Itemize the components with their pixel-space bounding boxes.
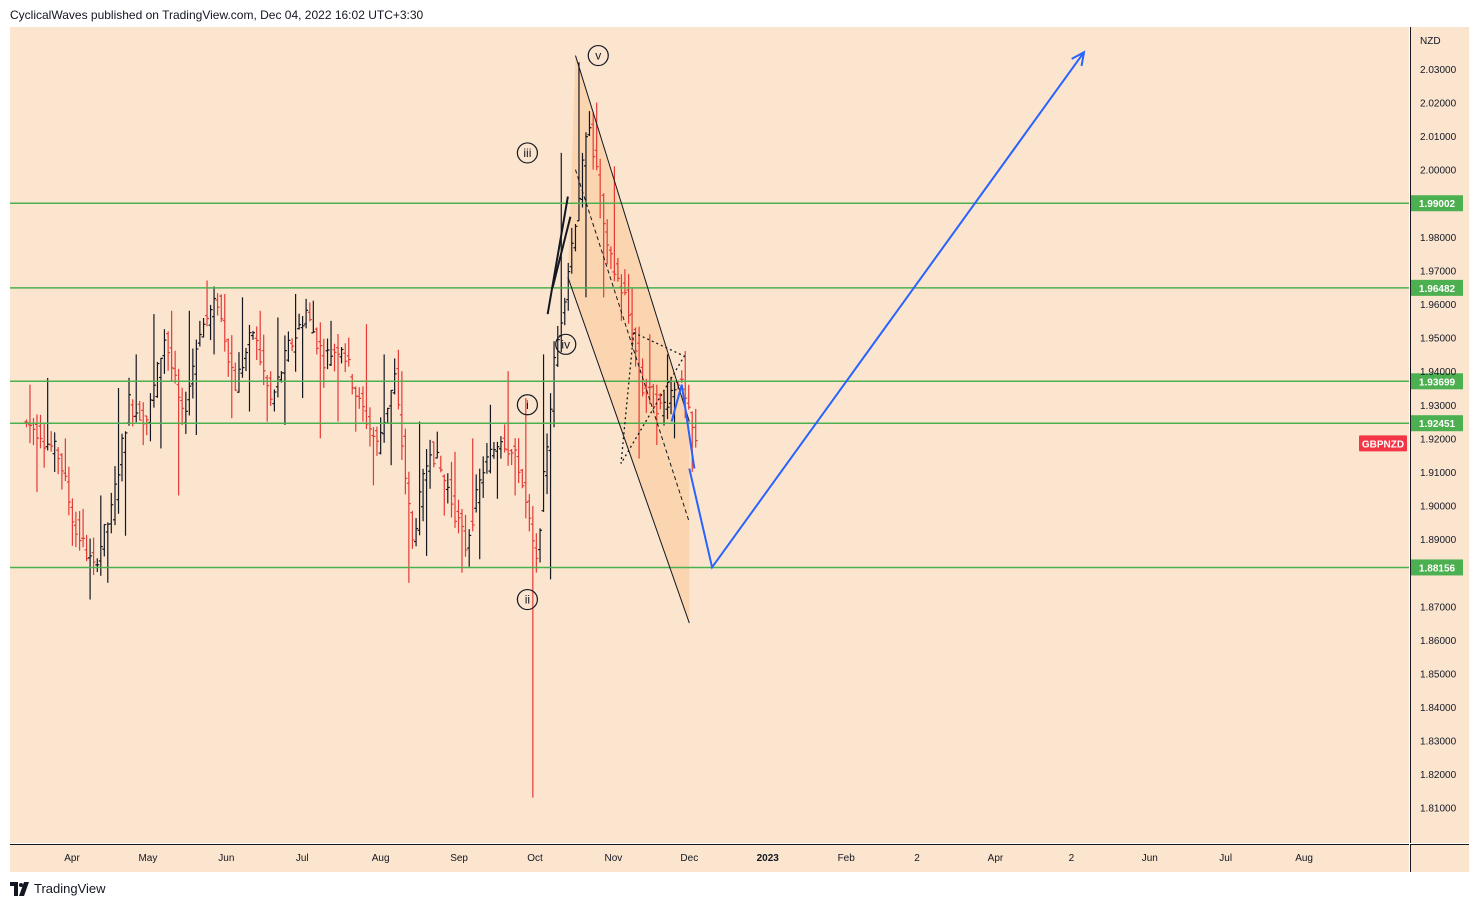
time-axis[interactable] bbox=[10, 844, 1409, 872]
publication-header: CyclicalWaves published on TradingView.c… bbox=[10, 8, 424, 22]
axis-corner bbox=[1410, 844, 1469, 872]
price-axis[interactable] bbox=[1410, 27, 1469, 843]
footer: TradingView bbox=[10, 881, 106, 896]
footer-brand: TradingView bbox=[34, 881, 106, 896]
chart-plot-area[interactable] bbox=[10, 27, 1409, 843]
tradingview-logo-icon bbox=[10, 881, 29, 896]
